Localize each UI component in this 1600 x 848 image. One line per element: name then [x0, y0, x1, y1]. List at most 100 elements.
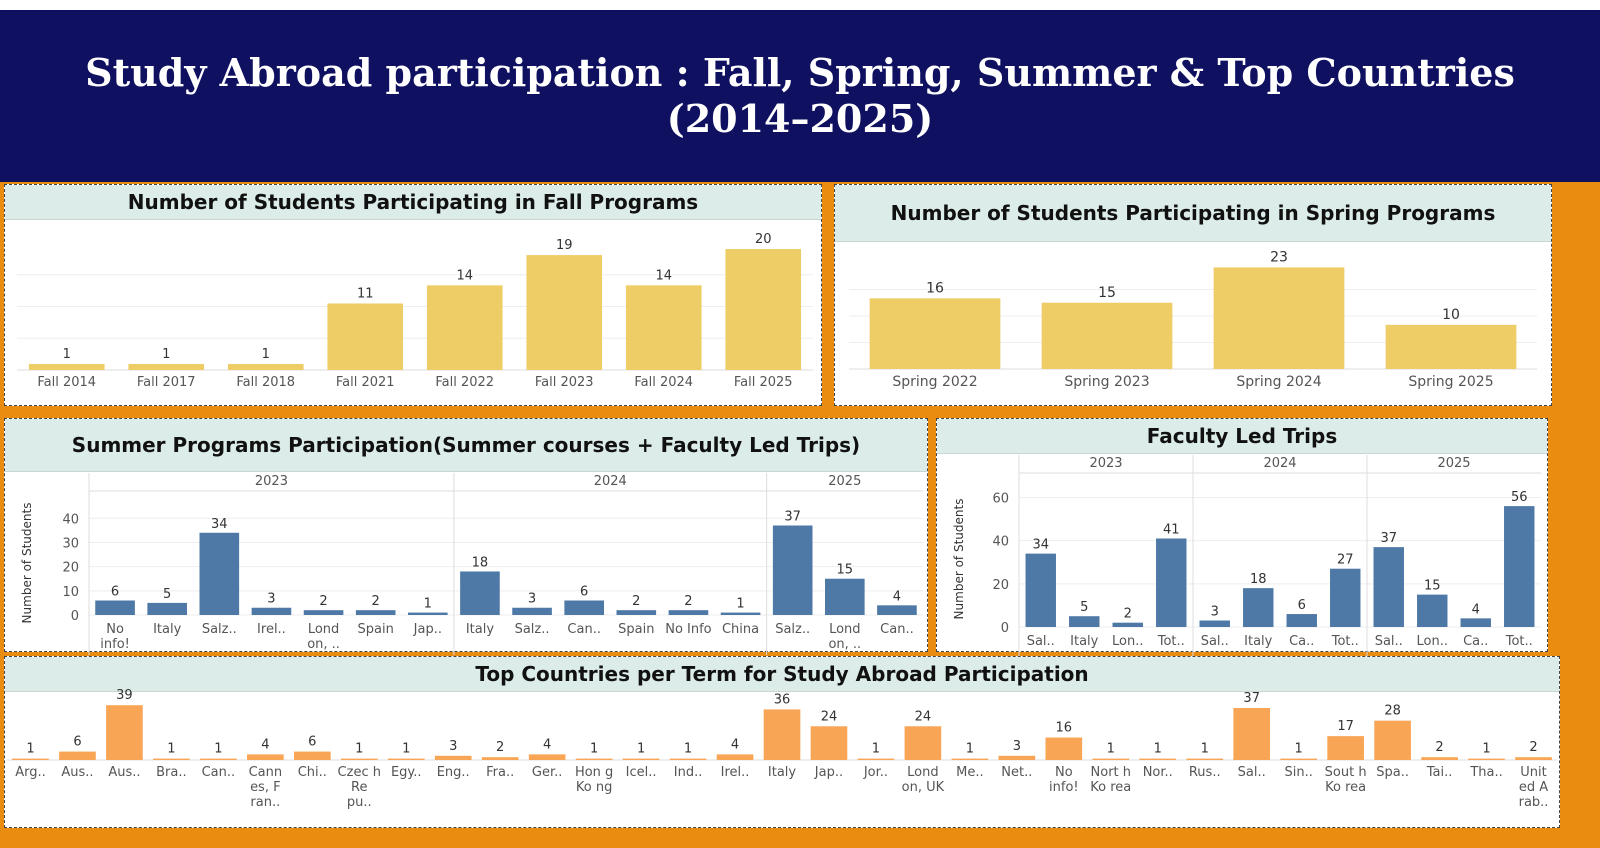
- data-label: 2: [1435, 740, 1443, 755]
- data-label: 1: [214, 742, 222, 757]
- bar: [426, 285, 503, 370]
- data-label: 3: [449, 739, 457, 754]
- data-label: 1: [966, 742, 974, 757]
- data-label: 1: [63, 347, 71, 362]
- bar: [857, 758, 895, 760]
- data-label: 14: [456, 268, 473, 283]
- year-header: 2023: [255, 474, 288, 489]
- y-tick-label: 20: [992, 578, 1009, 593]
- data-label: 28: [1384, 704, 1401, 719]
- data-label: 2: [684, 594, 692, 609]
- data-label: 6: [111, 584, 119, 599]
- x-tick-label: Chi..: [298, 765, 327, 780]
- y-tick-label: 40: [992, 535, 1009, 550]
- x-tick-label: Czec h Re pu..: [338, 765, 381, 810]
- x-tick-label: Fall 2018: [236, 375, 295, 390]
- y-tick-label: 40: [62, 512, 79, 527]
- summer-chart-panel: Summer Programs Participation(Summer cou…: [4, 418, 928, 655]
- x-tick-label: Italy: [1244, 634, 1273, 649]
- header-banner: Study Abroad participation : Fall, Sprin…: [0, 10, 1600, 182]
- bar: [340, 758, 378, 760]
- bar: [327, 303, 404, 370]
- dashboard-title: Study Abroad participation : Fall, Sprin…: [85, 50, 1515, 141]
- bar: [1092, 758, 1130, 760]
- data-label: 1: [684, 742, 692, 757]
- bar: [575, 758, 613, 760]
- bar: [1515, 757, 1552, 760]
- bar: [810, 726, 848, 760]
- data-label: 5: [163, 587, 171, 602]
- bar: [716, 754, 754, 760]
- data-label: 1: [402, 742, 410, 757]
- data-label: 37: [1380, 531, 1397, 546]
- data-label: 4: [893, 589, 901, 604]
- bar: [199, 532, 240, 615]
- data-label: 1: [1154, 742, 1162, 757]
- x-tick-label: Italy: [768, 765, 797, 780]
- data-label: 1: [1201, 742, 1209, 757]
- bar: [1213, 267, 1345, 369]
- bar: [564, 600, 604, 615]
- data-label: 16: [1056, 721, 1073, 736]
- x-tick-label: Jap..: [413, 622, 442, 637]
- x-tick-label: Nor..: [1143, 765, 1173, 780]
- bar: [1186, 758, 1224, 760]
- y-tick-label: 10: [62, 585, 79, 600]
- year-header: 2025: [1437, 456, 1470, 471]
- data-label: 11: [357, 286, 374, 301]
- bar: [355, 610, 396, 615]
- data-label: 23: [1270, 249, 1288, 265]
- data-label: 14: [655, 268, 672, 283]
- data-label: 2: [319, 594, 327, 609]
- data-label: 1: [162, 347, 170, 362]
- x-tick-label: Irel..: [257, 622, 286, 637]
- bar: [1373, 547, 1404, 627]
- data-label: 1: [872, 742, 880, 757]
- x-tick-label: Lond on, UK: [902, 765, 945, 795]
- bar: [1045, 737, 1083, 760]
- x-tick-label: Arg..: [15, 765, 46, 780]
- bar: [1374, 720, 1411, 760]
- x-tick-label: Salz..: [775, 622, 810, 637]
- x-tick-label: Bra..: [156, 765, 187, 780]
- data-label: 4: [261, 737, 269, 752]
- bar: [1330, 568, 1361, 627]
- data-label: 27: [1337, 553, 1354, 568]
- bar: [1468, 758, 1505, 760]
- data-label: 37: [1243, 691, 1260, 706]
- x-tick-label: Can..: [880, 622, 914, 637]
- x-tick-label: Nort h Ko rea: [1090, 765, 1131, 795]
- x-tick-label: Aus..: [108, 765, 140, 780]
- data-label: 4: [1472, 602, 1480, 617]
- data-label: 3: [1211, 605, 1219, 620]
- data-label: 1: [637, 742, 645, 757]
- x-tick-label: Spain: [358, 622, 394, 637]
- x-tick-label: Ca..: [1463, 634, 1488, 649]
- x-tick-label: No info!: [100, 622, 130, 652]
- data-label: 2: [372, 594, 380, 609]
- x-tick-label: China: [722, 622, 759, 637]
- data-label: 1: [736, 597, 744, 612]
- fall-chart-title: Number of Students Participating in Fall…: [5, 185, 821, 220]
- x-tick-label: Fall 2021: [336, 375, 395, 390]
- bar: [128, 363, 205, 370]
- data-label: 10: [1442, 307, 1460, 323]
- data-label: 2: [1529, 740, 1537, 755]
- x-tick-label: Hon g Ko ng: [575, 765, 613, 795]
- bar: [200, 758, 237, 760]
- data-label: 16: [926, 280, 944, 296]
- bar: [877, 605, 917, 615]
- x-tick-label: Sal..: [1027, 634, 1055, 649]
- x-tick-label: Irel..: [721, 765, 750, 780]
- bar: [1041, 302, 1173, 369]
- x-tick-label: Jor..: [863, 765, 888, 780]
- bar: [869, 298, 1001, 369]
- x-tick-label: Jap..: [814, 765, 843, 780]
- data-label: 1: [26, 742, 34, 757]
- data-label: 34: [211, 517, 228, 532]
- x-tick-label: Fall 2022: [435, 375, 494, 390]
- bar: [460, 571, 500, 615]
- year-header: 2023: [1089, 456, 1122, 471]
- bar: [1156, 538, 1187, 627]
